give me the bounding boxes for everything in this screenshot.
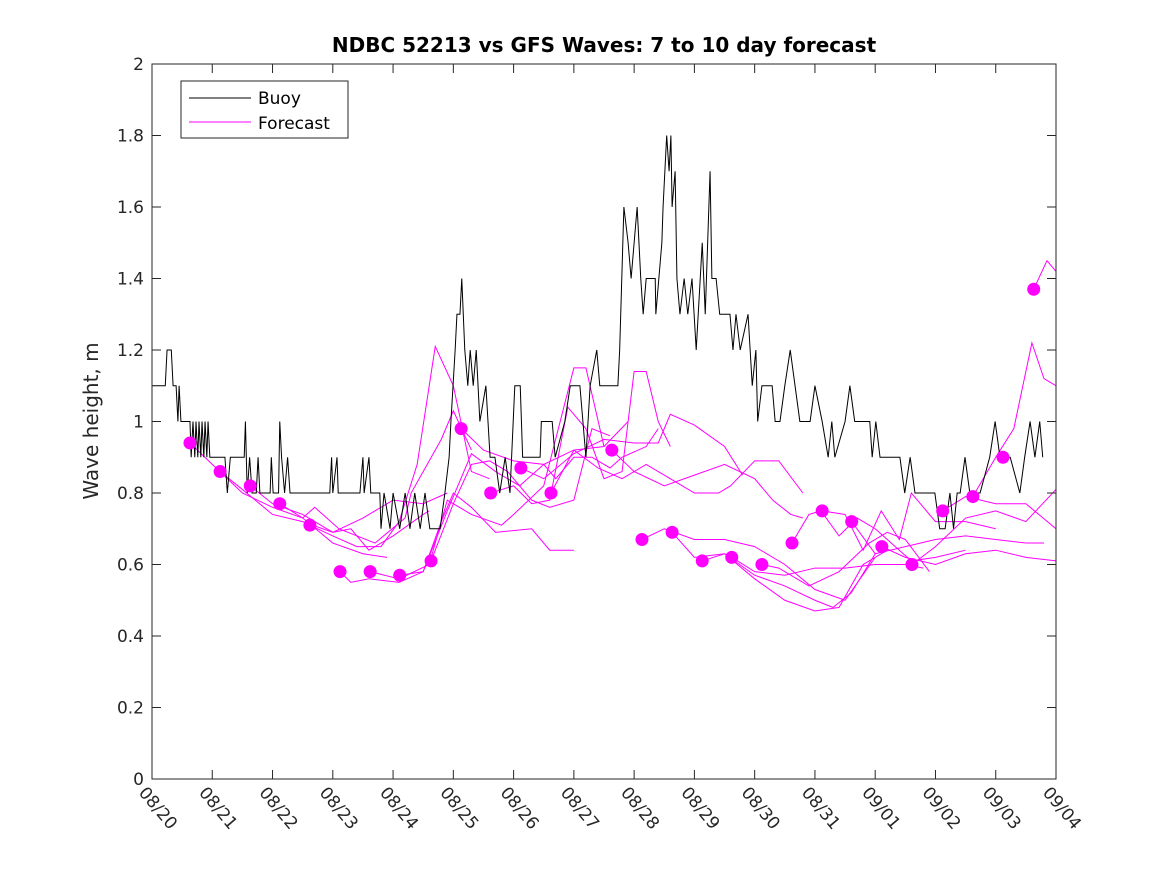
- forecast-line: [671, 531, 876, 608]
- forecast-point: [875, 540, 889, 554]
- chart-title: NDBC 52213 vs GFS Waves: 7 to 10 day for…: [332, 33, 877, 57]
- buoy-line: [152, 135, 1044, 530]
- forecast-line: [972, 340, 1057, 497]
- forecast-line: [279, 409, 472, 544]
- y-tick-label: 1.2: [117, 341, 144, 361]
- forecast-line: [460, 428, 659, 480]
- forecast-line: [731, 556, 924, 576]
- y-tick-label: 0.8: [117, 484, 144, 504]
- plot-area: [152, 135, 1057, 612]
- forecast-point: [303, 518, 317, 532]
- forecast-line: [249, 485, 430, 551]
- forecast-point: [213, 465, 227, 479]
- forecast-line: [490, 370, 671, 505]
- forecast-point: [243, 479, 257, 493]
- y-axis-label: Wave height, m: [79, 342, 103, 499]
- x-tick-label: 08/25: [436, 783, 483, 833]
- forecast-point: [725, 550, 739, 564]
- x-tick-label: 08/22: [255, 783, 302, 833]
- forecast-point: [905, 558, 919, 571]
- forecast-point: [695, 554, 709, 568]
- forecast-line: [309, 344, 490, 548]
- y-tick-label: 0: [133, 770, 144, 790]
- forecast-line: [791, 510, 966, 562]
- legend-box: [180, 80, 349, 139]
- forecast-point: [936, 504, 950, 518]
- legend-buoy-label: Buoy: [258, 89, 301, 109]
- forecast-point: [605, 443, 619, 457]
- forecast-point: [665, 525, 679, 539]
- x-tick-label: 08/23: [315, 783, 362, 833]
- x-tick-label: 09/04: [1038, 783, 1085, 833]
- x-tick-label: 08/27: [556, 783, 603, 833]
- forecast-point: [393, 568, 407, 582]
- y-tick-label: 1.6: [117, 198, 144, 218]
- forecast-point: [484, 486, 498, 500]
- forecast-point: [785, 536, 799, 550]
- x-tick-label: 08/24: [375, 783, 422, 833]
- y-tick-label: 0.4: [117, 627, 144, 647]
- forecast-point: [845, 515, 859, 529]
- forecast-point: [1027, 282, 1041, 296]
- x-tick-label: 08/29: [677, 783, 724, 833]
- axes: 0 0.2 0.4 0.6 0.8 1 1.2 1.4 1.6 1.8 2 08/20 08/21 08/…: [117, 55, 1085, 834]
- axes-box: [151, 63, 1057, 780]
- x-tick-label: 08/26: [496, 783, 543, 833]
- forecast-line: [911, 489, 1057, 565]
- x-tick-label: 09/01: [857, 783, 904, 833]
- y-tick-label: 1: [133, 413, 144, 433]
- x-tick-label: 08/31: [797, 783, 844, 833]
- forecast-line: [1033, 259, 1057, 290]
- y-tick-label: 1.4: [117, 270, 144, 290]
- x-tick-label: 09/02: [918, 783, 965, 833]
- x-tick-label: 08/20: [134, 783, 181, 833]
- y-tick-label: 0.2: [117, 699, 144, 719]
- x-tick-label: 08/30: [737, 783, 784, 833]
- forecast-line: [550, 449, 804, 494]
- forecast-point: [424, 554, 438, 568]
- legend: Buoy Forecast: [180, 80, 349, 139]
- forecast-point: [273, 497, 287, 511]
- y-tick-label: 2: [133, 55, 144, 75]
- forecast-line: [339, 492, 574, 583]
- forecast-line: [881, 546, 1057, 566]
- forecast-line: [761, 531, 930, 587]
- y-tick-label: 1.8: [117, 127, 144, 147]
- forecast-point: [454, 422, 468, 436]
- forecast-line: [611, 449, 804, 519]
- forecast-point: [333, 565, 347, 579]
- forecast-line: [520, 413, 744, 480]
- forecast-line: [430, 427, 611, 562]
- forecast-point: [363, 565, 377, 579]
- forecast-point: [544, 486, 558, 500]
- forecast-line: [370, 367, 605, 580]
- x-tick-label: 08/21: [194, 783, 241, 833]
- forecast-point: [815, 504, 829, 518]
- forecast-point: [514, 461, 528, 475]
- forecast-point: [183, 436, 197, 450]
- forecast-point: [755, 558, 769, 571]
- x-tick-label: 08/28: [616, 783, 663, 833]
- forecast-line: [942, 496, 1057, 530]
- legend-forecast-label: Forecast: [258, 114, 330, 134]
- y-tick-label: 0.6: [117, 556, 144, 576]
- forecast-point: [996, 450, 1010, 464]
- forecast-point: [635, 532, 649, 546]
- forecast-point: [966, 490, 980, 504]
- x-tick-label: 09/03: [978, 783, 1025, 833]
- forecast-line: [189, 442, 388, 558]
